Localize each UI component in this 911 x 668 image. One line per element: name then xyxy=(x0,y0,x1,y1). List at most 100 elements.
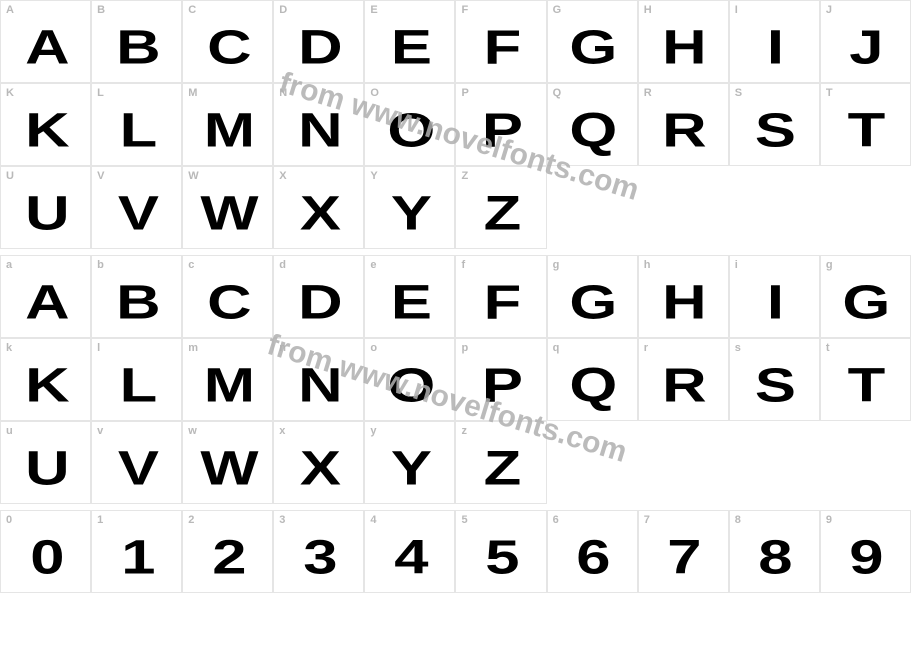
key-label: 3 xyxy=(279,514,285,526)
key-label: 6 xyxy=(553,514,559,526)
glyph-cell: 77 xyxy=(638,510,729,593)
glyph-cell: gG xyxy=(820,255,911,338)
key-label: y xyxy=(370,425,376,437)
glyph: Y xyxy=(391,441,429,496)
glyph-cell-empty xyxy=(820,421,911,504)
key-label: k xyxy=(6,342,12,354)
glyph-cell: MM xyxy=(182,83,273,166)
key-label: A xyxy=(6,4,14,16)
glyph-cell: EE xyxy=(364,0,455,83)
glyph-cell-empty xyxy=(729,421,820,504)
glyph: 5 xyxy=(485,530,516,585)
glyph-cell: cC xyxy=(182,255,273,338)
glyph: Q xyxy=(570,358,615,413)
key-label: g xyxy=(553,259,560,271)
glyph-section: 00112233445566778899 xyxy=(0,510,911,593)
key-label: L xyxy=(97,87,104,99)
glyph-section: aAbBcCdDeEfFgGhHiIgGkKlLmMnNoOpPqQrRsStT… xyxy=(0,255,911,504)
glyph: U xyxy=(25,186,67,241)
key-label: z xyxy=(461,425,467,437)
glyph: G xyxy=(570,275,615,330)
glyph: 0 xyxy=(30,530,61,585)
glyph: E xyxy=(391,20,429,75)
key-label: I xyxy=(735,4,738,16)
glyph: W xyxy=(200,441,255,496)
glyph: H xyxy=(662,20,704,75)
key-label: h xyxy=(644,259,651,271)
glyph: I xyxy=(767,275,781,330)
key-label: 5 xyxy=(461,514,467,526)
glyph-cell: HH xyxy=(638,0,729,83)
key-label: o xyxy=(370,342,377,354)
glyph: B xyxy=(116,275,158,330)
glyph: 2 xyxy=(212,530,243,585)
glyph-cell: mM xyxy=(182,338,273,421)
glyph-cell: nN xyxy=(273,338,364,421)
glyph-cell: rR xyxy=(638,338,729,421)
glyph-cell: XX xyxy=(273,166,364,249)
glyph-cell: JJ xyxy=(820,0,911,83)
key-label: X xyxy=(279,170,286,182)
glyph-cell: aA xyxy=(0,255,91,338)
glyph: O xyxy=(387,103,432,158)
key-label: D xyxy=(279,4,287,16)
glyph-cell: fF xyxy=(455,255,546,338)
glyph: R xyxy=(662,103,704,158)
glyph-cell: pP xyxy=(455,338,546,421)
glyph-cell: 99 xyxy=(820,510,911,593)
key-label: q xyxy=(553,342,560,354)
glyph: V xyxy=(117,441,155,496)
key-label: m xyxy=(188,342,198,354)
glyph: L xyxy=(119,103,154,158)
key-label: V xyxy=(97,170,104,182)
glyph-section: AABBCCDDEEFFGGHHIIJJKKLLMMNNOOPPQQRRSSTT… xyxy=(0,0,911,249)
glyph: T xyxy=(848,358,883,413)
key-label: M xyxy=(188,87,197,99)
glyph-cell: iI xyxy=(729,255,820,338)
glyph-cell: yY xyxy=(364,421,455,504)
glyph-cell: 22 xyxy=(182,510,273,593)
key-label: w xyxy=(188,425,197,437)
glyph-cell: KK xyxy=(0,83,91,166)
key-label: U xyxy=(6,170,14,182)
glyph-cell: 44 xyxy=(364,510,455,593)
glyph: 8 xyxy=(759,530,790,585)
glyph-cell-empty xyxy=(547,421,638,504)
key-label: R xyxy=(644,87,652,99)
key-label: r xyxy=(644,342,648,354)
glyph: N xyxy=(298,103,340,158)
glyph: 6 xyxy=(576,530,607,585)
key-label: u xyxy=(6,425,13,437)
glyph: T xyxy=(848,103,883,158)
glyph: 1 xyxy=(121,530,152,585)
glyph-cell: vV xyxy=(91,421,182,504)
glyph: K xyxy=(25,358,67,413)
key-label: W xyxy=(188,170,198,182)
glyph: X xyxy=(300,186,338,241)
glyph-cell: VV xyxy=(91,166,182,249)
glyph: G xyxy=(843,275,888,330)
glyph: S xyxy=(755,103,793,158)
key-label: p xyxy=(461,342,468,354)
glyph-cell: eE xyxy=(364,255,455,338)
glyph-cell: 11 xyxy=(91,510,182,593)
glyph-cell: II xyxy=(729,0,820,83)
character-map: AABBCCDDEEFFGGHHIIJJKKLLMMNNOOPPQQRRSSTT… xyxy=(0,0,911,593)
glyph: A xyxy=(25,20,67,75)
key-label: K xyxy=(6,87,14,99)
glyph: I xyxy=(767,20,781,75)
glyph-cell-empty xyxy=(729,166,820,249)
glyph-cell: DD xyxy=(273,0,364,83)
glyph: H xyxy=(662,275,704,330)
glyph-cell: BB xyxy=(91,0,182,83)
glyph-cell: ZZ xyxy=(455,166,546,249)
glyph: 4 xyxy=(394,530,425,585)
glyph-cell: 33 xyxy=(273,510,364,593)
glyph: F xyxy=(484,275,519,330)
key-label: Z xyxy=(461,170,468,182)
key-label: i xyxy=(735,259,738,271)
glyph-cell: hH xyxy=(638,255,729,338)
glyph-cell: WW xyxy=(182,166,273,249)
key-label: P xyxy=(461,87,468,99)
glyph-cell: wW xyxy=(182,421,273,504)
